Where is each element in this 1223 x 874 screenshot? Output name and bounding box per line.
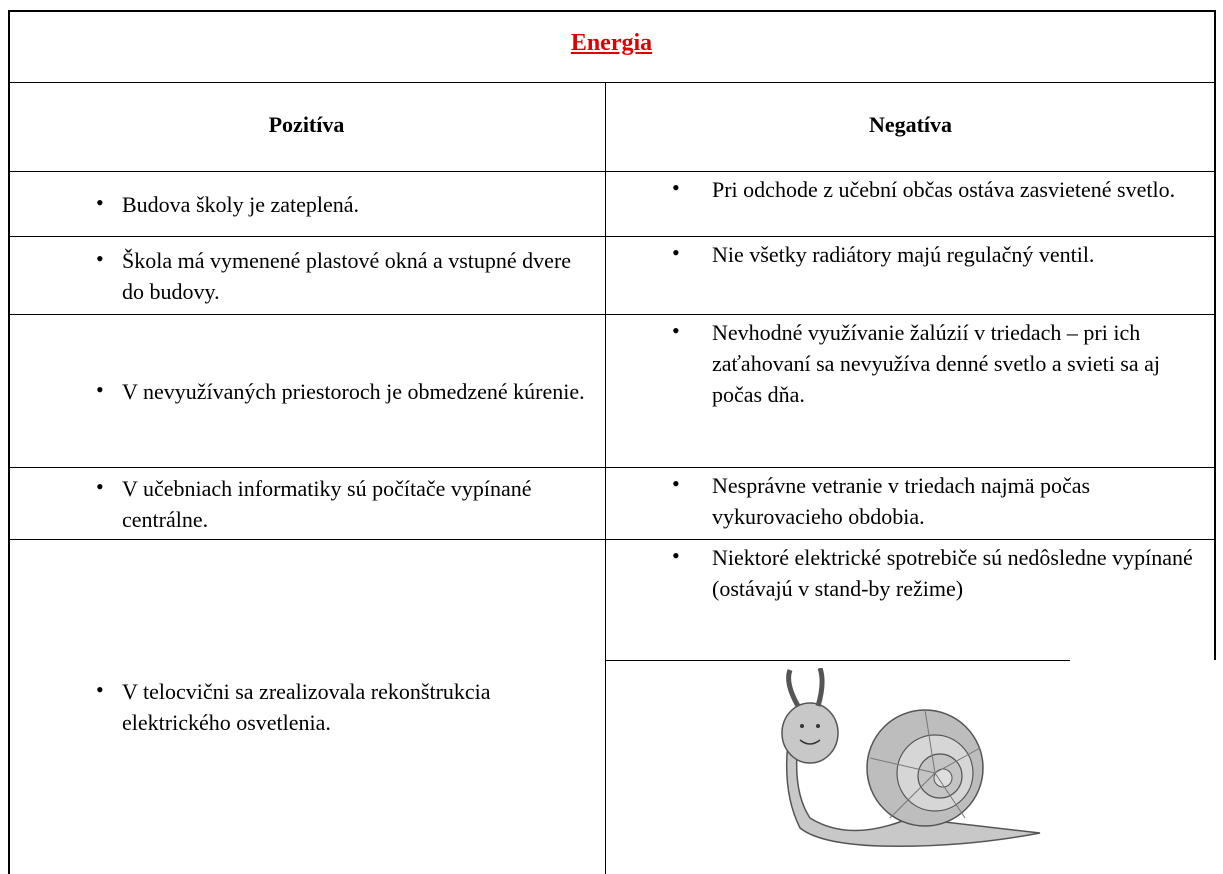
bullet: • <box>96 677 104 702</box>
bullet: • <box>96 245 104 271</box>
bullet: • <box>672 175 680 200</box>
border <box>605 83 606 874</box>
cell-text: Nevhodné využívanie žalúzií v triedach –… <box>712 320 1161 407</box>
bullet: • <box>96 189 104 215</box>
column-header: Pozitíva <box>268 112 345 137</box>
title: Energia <box>570 30 653 56</box>
cell-text: Škola má vymenené plastové okná a vstupn… <box>122 247 572 304</box>
border <box>8 10 1216 12</box>
bullet: • <box>672 240 680 265</box>
cell-text: V nevyužívaných priestoroch je obmedzené… <box>122 378 585 404</box>
border <box>8 314 1216 315</box>
border <box>8 171 1216 172</box>
cell-text: Pri odchode z učební občas ostáva zasvie… <box>712 177 1176 202</box>
cell-text: V učebniach informatiky sú počítače vypí… <box>122 475 532 532</box>
cell-text: Nesprávne vetranie v triedach najmä poča… <box>712 473 1091 529</box>
border <box>8 10 10 874</box>
cell-text: Budova školy je zateplená. <box>122 191 360 217</box>
bullet: • <box>96 376 104 402</box>
border <box>8 82 1216 83</box>
cell-text: Nie všetky radiátory majú regulačný vent… <box>712 242 1095 267</box>
bullet: • <box>672 318 680 343</box>
border <box>8 539 1216 540</box>
bullet: • <box>96 473 104 499</box>
cell-text: Niektoré elektrické spotrebiče sú nedôsl… <box>712 545 1193 601</box>
border <box>8 467 1216 468</box>
border <box>605 660 1070 661</box>
column-header: Negatíva <box>868 112 953 137</box>
bullet: • <box>672 471 680 496</box>
bullet: • <box>672 543 680 568</box>
snail-image <box>781 668 1041 847</box>
border <box>1214 10 1216 660</box>
cell-text: V telocvični sa zrealizovala rekonštrukc… <box>122 679 491 735</box>
border <box>8 236 1216 237</box>
